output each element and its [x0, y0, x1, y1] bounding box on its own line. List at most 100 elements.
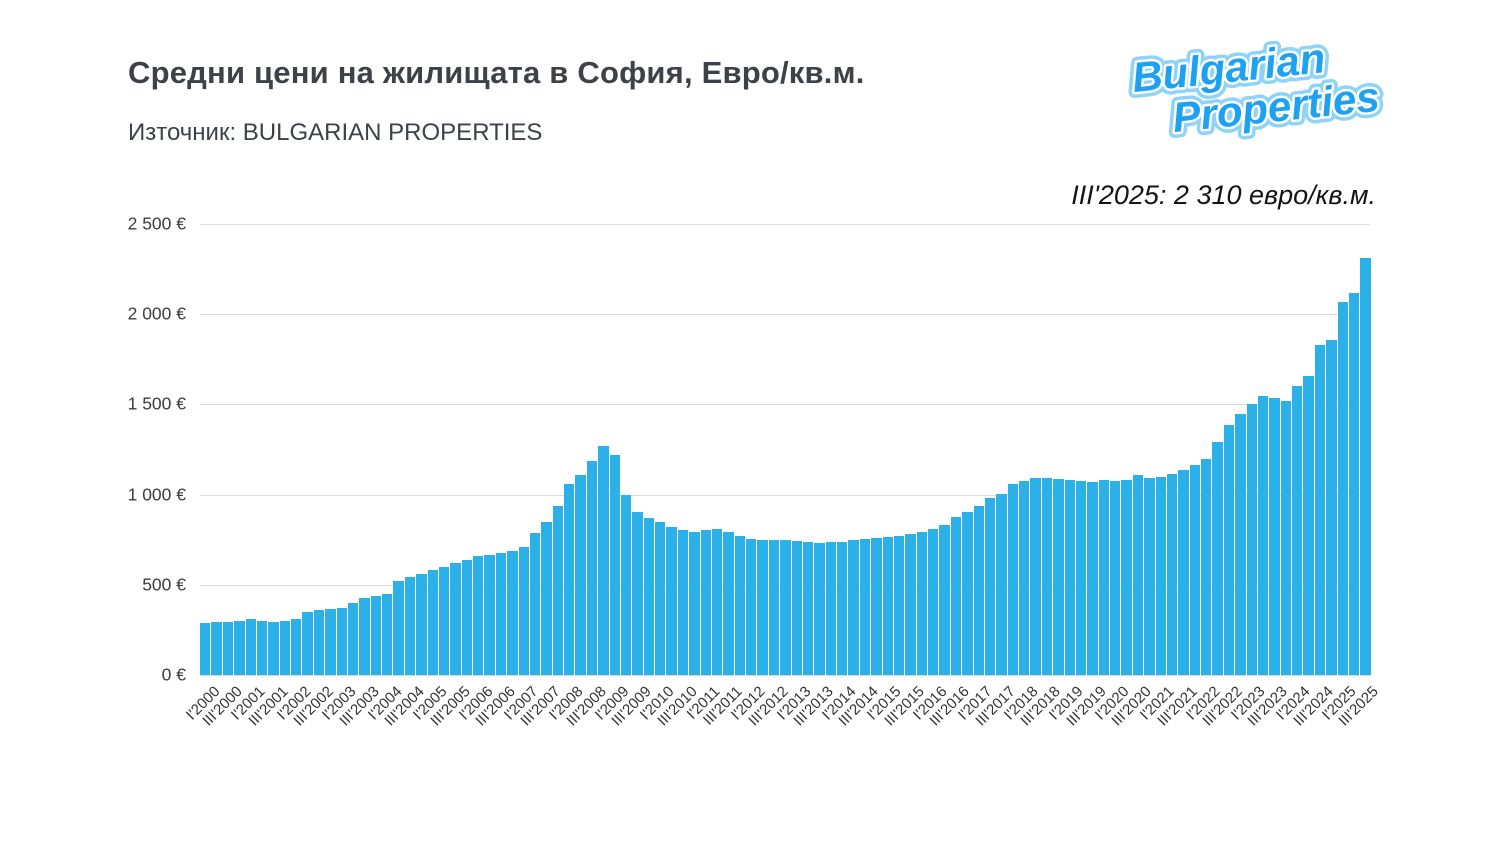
gridline — [200, 224, 1370, 225]
bar-IV'2024 — [1326, 339, 1337, 675]
bar-IV'2010 — [689, 531, 700, 675]
bar-III'2017 — [996, 493, 1007, 675]
bar-II'2006 — [484, 554, 495, 675]
bar-IV'2004 — [416, 574, 427, 675]
bar-I'2024 — [1292, 386, 1303, 675]
bar-I'2019 — [1064, 480, 1075, 675]
bar-IV'2017 — [1007, 483, 1018, 675]
bar-III'2021 — [1178, 470, 1189, 675]
bar-IV'2020 — [1144, 477, 1155, 675]
bar-IV'2001 — [279, 620, 290, 675]
bar-I'2000 — [200, 622, 211, 675]
bar-II'2002 — [302, 612, 313, 675]
bar-I'2017 — [973, 506, 984, 675]
y-axis-label: 2 000 € — [127, 303, 186, 324]
bar-II'2015 — [893, 536, 905, 675]
bar-I'2013 — [791, 540, 802, 675]
price-chart: 0 €500 €1 000 €1 500 €2 000 €2 500 € I'2… — [128, 214, 1382, 730]
bar-I'2025 — [1337, 301, 1348, 675]
y-axis-label: 1 000 € — [127, 484, 186, 505]
bar-III'2022 — [1223, 425, 1235, 675]
bar-III'2005 — [450, 563, 461, 675]
bar-III'2000 — [222, 621, 234, 675]
bar-I'2010 — [655, 521, 666, 675]
bar-III'2002 — [313, 610, 325, 675]
bar-IV'2013 — [825, 542, 836, 675]
bar-II'2010 — [666, 527, 677, 675]
latest-value-annotation: III'2025: 2 310 евро/кв.м. — [1071, 180, 1376, 210]
bar-IV'2021 — [1189, 464, 1200, 675]
bar-IV'2016 — [962, 511, 973, 675]
bar-II'2022 — [1212, 442, 1223, 675]
bar-II'2009 — [620, 494, 632, 675]
bar-IV'2014 — [871, 537, 882, 675]
bar-I'2002 — [291, 619, 302, 675]
bar-II'2008 — [575, 474, 586, 675]
bar-IV'2022 — [1235, 414, 1246, 675]
bar-II'2004 — [393, 581, 404, 675]
bar-I'2004 — [382, 593, 393, 675]
bar-III'2023 — [1269, 398, 1280, 675]
bar-IV'2003 — [370, 596, 381, 675]
bar-II'2016 — [939, 525, 950, 675]
bar-III'2016 — [950, 517, 962, 675]
bar-II'2003 — [347, 602, 359, 675]
bar-III'2003 — [359, 597, 370, 675]
gridline — [200, 314, 1370, 316]
bar-I'2005 — [427, 570, 438, 675]
bar-III'2007 — [541, 521, 552, 675]
bar-IV'2000 — [234, 620, 245, 675]
bar-I'2008 — [564, 483, 575, 675]
bar-IV'2023 — [1280, 400, 1291, 675]
bar-I'2015 — [882, 537, 893, 675]
bar-IV'2007 — [552, 506, 563, 675]
gridline — [200, 494, 1370, 496]
bar-II'2019 — [1075, 481, 1087, 675]
bar-I'2001 — [245, 619, 256, 675]
bar-III'2018 — [1041, 477, 1053, 675]
bar-II'2024 — [1303, 375, 1314, 675]
bar-IV'2019 — [1098, 480, 1109, 675]
bar-II'2001 — [256, 620, 268, 675]
bar-I'2011 — [700, 529, 711, 675]
bar-III'2001 — [268, 621, 279, 675]
bar-III'2004 — [404, 576, 416, 675]
bar-I'2016 — [928, 528, 939, 675]
bar-IV'2018 — [1053, 479, 1064, 675]
bar-IV'2002 — [325, 609, 336, 675]
bar-II'2005 — [438, 566, 450, 675]
page-title: Средни цени на жилищата в София, Евро/кв… — [128, 55, 865, 90]
bar-II'2014 — [848, 539, 859, 675]
bar-I'2012 — [746, 538, 757, 675]
gridline — [200, 404, 1370, 406]
bar-I'2022 — [1201, 459, 1212, 675]
bar-II'2011 — [711, 528, 723, 675]
bar-II'2017 — [984, 498, 996, 675]
bar-II'2021 — [1166, 473, 1178, 675]
bar-II'2020 — [1121, 480, 1132, 675]
logo-graphic: Bulgarian Bulgarian Properties Propertie… — [1124, 28, 1388, 147]
bar-III'2008 — [586, 461, 598, 675]
bar-II'2012 — [757, 539, 768, 675]
bar-II'2007 — [529, 532, 541, 675]
bar-II'2025 — [1348, 292, 1360, 675]
bar-III'2019 — [1087, 482, 1098, 675]
bar-series — [200, 224, 1371, 675]
bar-III'2012 — [768, 540, 780, 675]
bar-III'2015 — [905, 534, 916, 675]
bar-II'2018 — [1030, 478, 1041, 675]
bar-IV'2005 — [461, 559, 472, 675]
bar-I'2014 — [837, 541, 848, 675]
y-axis-label: 1 500 € — [127, 393, 186, 414]
bar-IV'2008 — [598, 445, 609, 675]
bulgarian-properties-logo: Bulgarian Bulgarian Properties Propertie… — [1118, 28, 1420, 147]
bar-IV'2012 — [780, 539, 791, 675]
bar-I'2009 — [609, 454, 620, 675]
bar-IV'2011 — [734, 536, 745, 675]
bar-III'2011 — [723, 531, 734, 675]
bar-I'2003 — [336, 607, 347, 675]
bar-II'2013 — [802, 542, 814, 675]
bar-III'2013 — [814, 543, 825, 675]
bar-III'2006 — [495, 552, 507, 675]
